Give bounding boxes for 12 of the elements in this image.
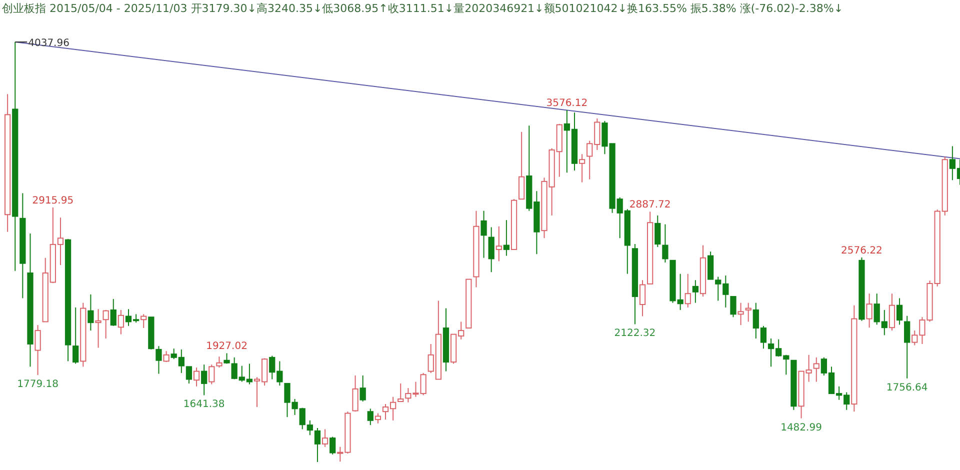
label-high: 2915.95 — [32, 195, 74, 206]
label-low: 1482.99 — [780, 422, 822, 434]
label-high: 1927.02 — [206, 341, 248, 352]
label-low: 1641.38 — [183, 399, 225, 410]
label-high: 3576.12 — [546, 98, 588, 110]
label-high: 4037.96 — [28, 38, 70, 49]
label-high: 2887.72 — [629, 200, 671, 211]
label-high: 2576.22 — [841, 245, 882, 256]
label-low: 1756.64 — [886, 382, 928, 394]
label-low: 2122.32 — [614, 328, 656, 340]
title: 创业板指 2015/05/04 - 2025/11/03 开3179.30↓高3240.35↓低3068.95↑收3111.51↓量2020346921↓额501021042↓换163.55% 振5.38% 涨(-76.02)-2.38%↓ — [2, 2, 844, 15]
label-low: 1779.18 — [17, 379, 58, 390]
